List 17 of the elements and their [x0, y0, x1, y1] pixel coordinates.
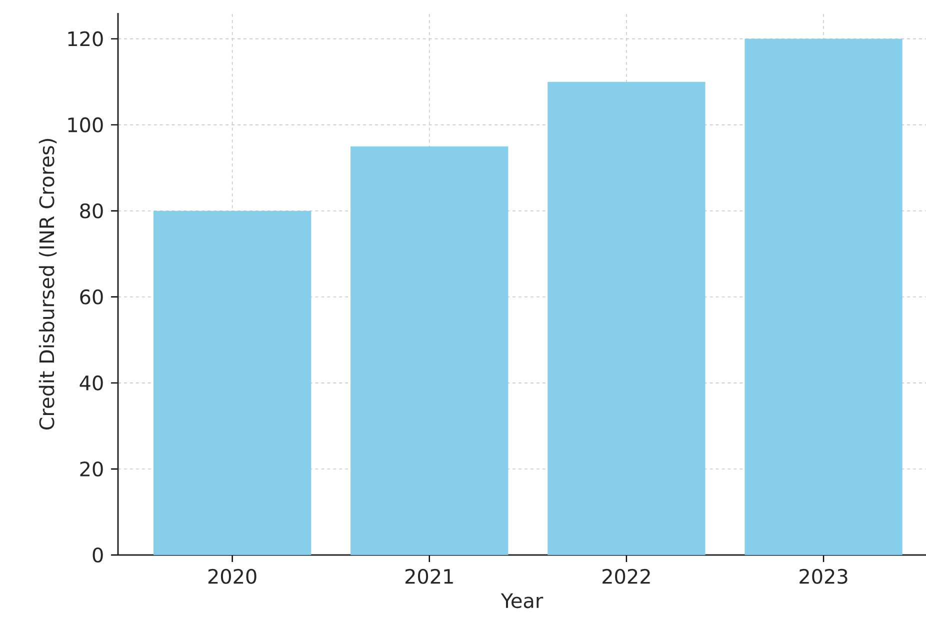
- y-tick-label: 0: [92, 547, 103, 563]
- bar: [744, 38, 902, 555]
- x-axis-title: Year: [500, 593, 544, 608]
- y-axis-title: Credit Disbursed (INR Crores): [38, 139, 57, 430]
- y-tick-label: 80: [80, 203, 103, 218]
- bar: [350, 146, 508, 555]
- x-tick-label: 2023: [800, 568, 848, 584]
- x-tick-label: 2020: [208, 568, 256, 584]
- bar: [153, 210, 312, 555]
- y-tick-label: 100: [68, 117, 103, 132]
- x-tick-label: 2022: [602, 568, 650, 584]
- y-tick-label: 60: [80, 289, 103, 304]
- bar: [548, 82, 706, 555]
- y-tick-label: 40: [80, 375, 103, 390]
- y-tick-label: 20: [80, 461, 103, 476]
- y-tick-label: 120: [68, 31, 103, 46]
- x-tick-label: 2021: [405, 568, 453, 584]
